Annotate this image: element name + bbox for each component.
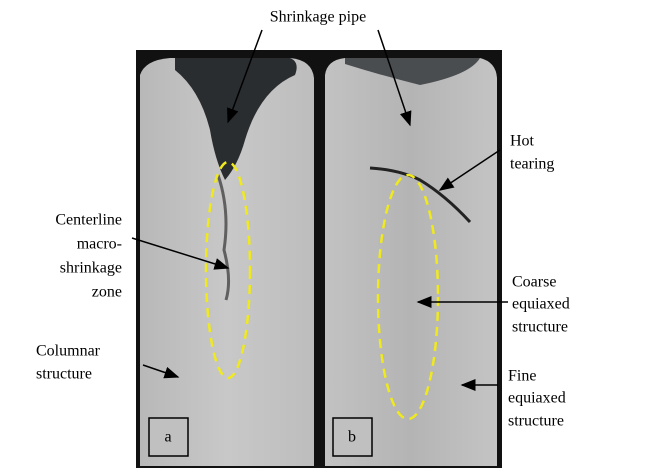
label: Hot	[510, 133, 535, 150]
label: structure	[512, 319, 568, 336]
panel-label: b	[348, 429, 356, 446]
zone-outline	[204, 160, 252, 380]
label: Columnar	[36, 343, 101, 360]
label: Centerline	[55, 212, 122, 229]
label: structure	[36, 366, 92, 383]
label: structure	[508, 413, 564, 430]
label: macro-	[77, 236, 122, 253]
label: equiaxed	[512, 296, 570, 313]
label: Shrinkage pipe	[270, 9, 366, 26]
panel-tag	[332, 417, 373, 457]
panel-label: a	[164, 429, 171, 446]
label: tearing	[510, 156, 554, 173]
label: Coarse	[512, 274, 556, 291]
label: shrinkage	[60, 260, 122, 277]
label: zone	[92, 284, 122, 301]
zone-outline	[376, 173, 440, 421]
arrows	[131, 29, 508, 391]
sample-b	[318, 50, 502, 468]
label: equiaxed	[508, 390, 566, 407]
sample-a	[136, 50, 318, 468]
panel-tag	[148, 417, 189, 457]
label: Fine	[508, 368, 536, 385]
